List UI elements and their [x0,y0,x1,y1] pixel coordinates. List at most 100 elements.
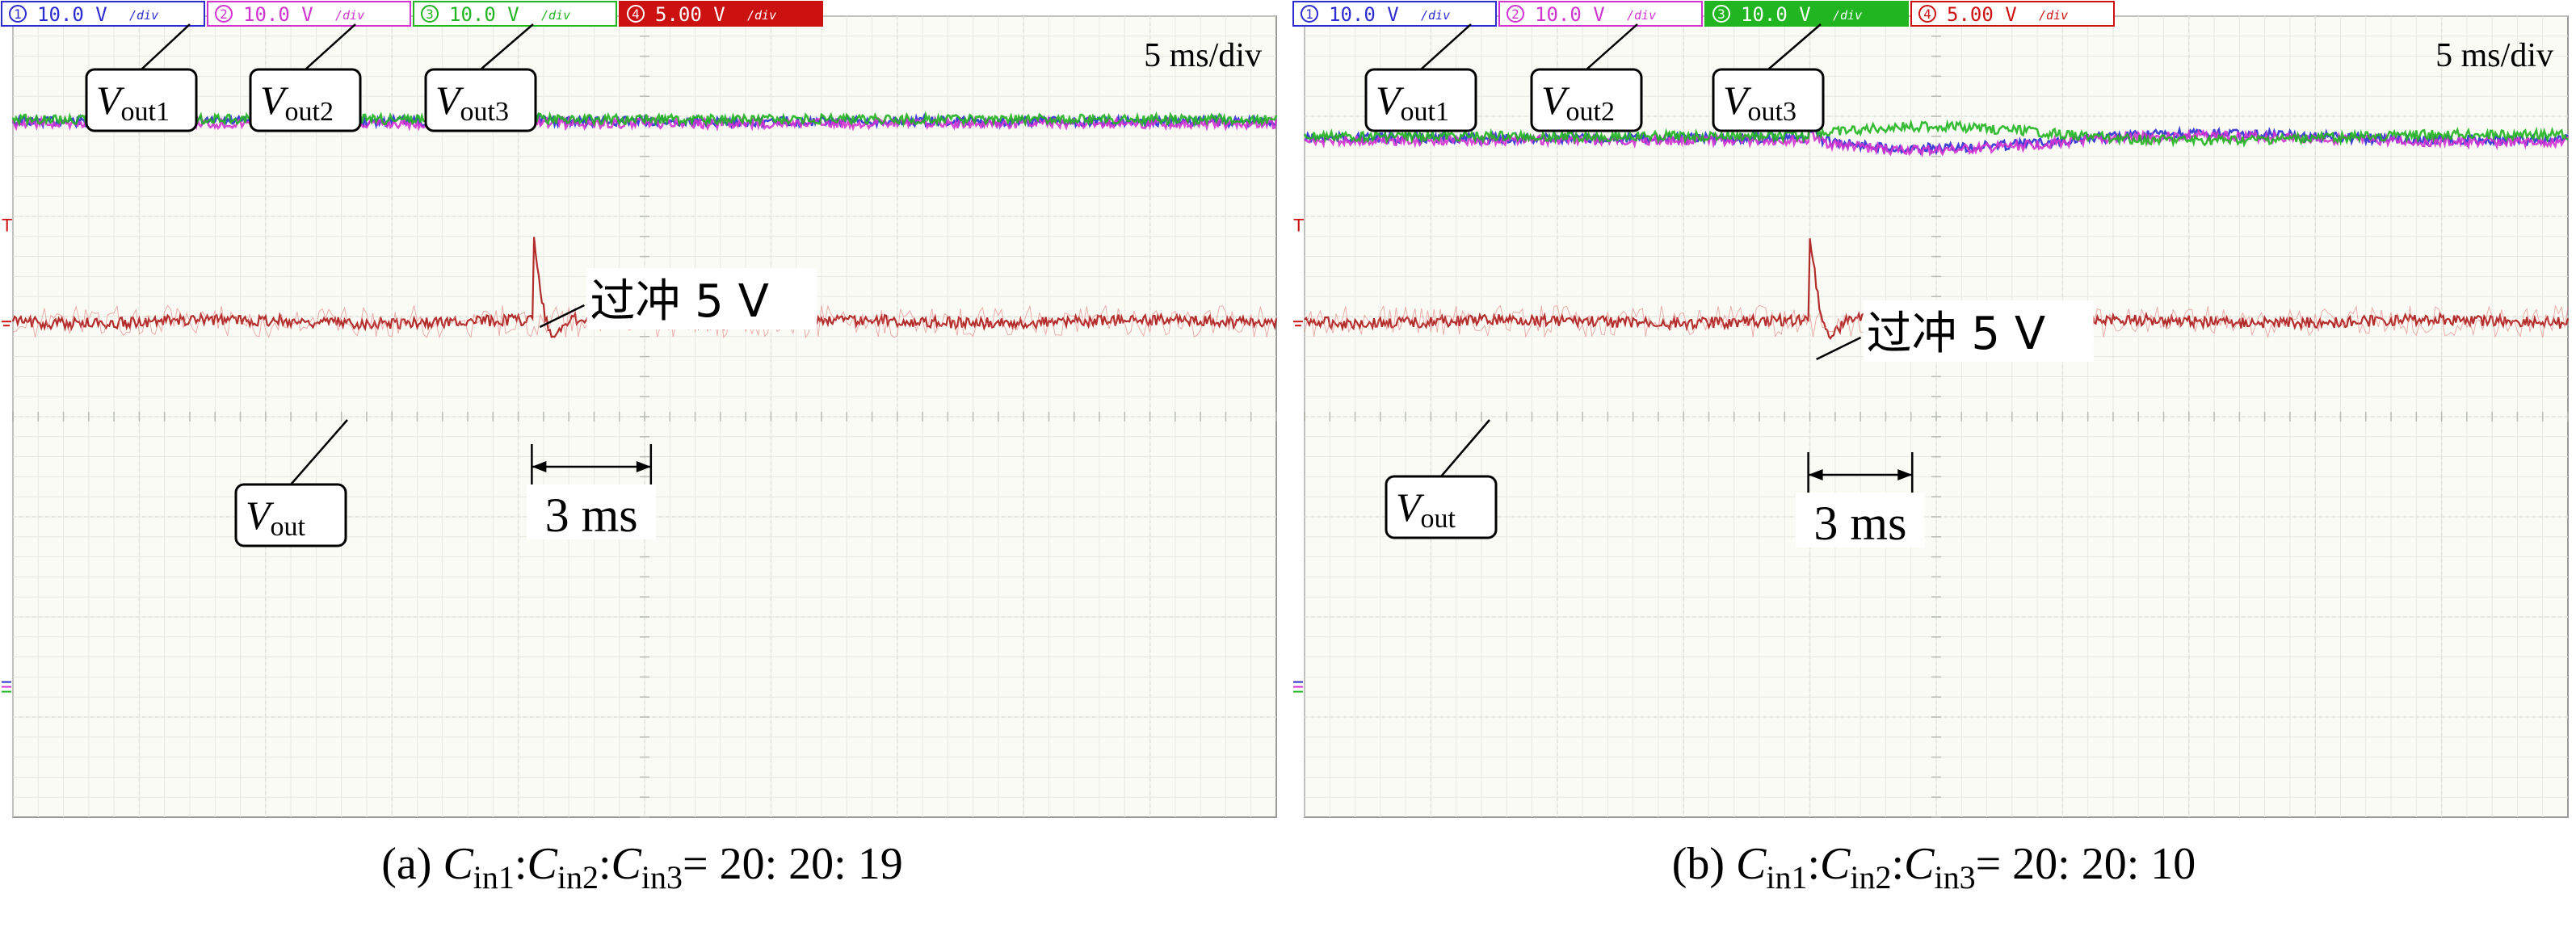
callout-v: V [1376,78,1405,123]
duration-label: 3 ms [545,489,638,542]
callout-leader [1586,23,1638,70]
callout-box [424,68,537,132]
label-vout2: Vout2 [249,23,362,132]
trigger-marker: T [1293,215,1304,235]
channel-unit: /div [1627,8,1656,23]
callout-subscript: out2 [285,97,334,127]
oscilloscope-screen-a: 1 10.0 V/div 2 10.0 V/div 3 10.0 V/div 4 5.00 V… [1,1,1278,818]
callout-subscript: out [271,512,306,542]
callout-leader [1767,23,1822,70]
channel-4-badge: 4 5.00 V/div [619,1,823,27]
callout-leader [305,23,356,70]
callout-subscript: out3 [460,97,509,127]
channel-unit: /div [335,8,364,23]
channel-number: 4 [632,6,640,22]
channel-3-badge: 3 10.0 V/div [413,1,617,27]
caption-b-prefix: (b) [1671,839,1736,889]
channel-badge-box [1704,1,1909,27]
channel-2-badge: 2 10.0 V/div [207,1,411,27]
channel-1-badge: 1 10.0 V/div [1,1,205,27]
callout-leader [141,23,191,70]
duration-label-bg [1795,493,1925,547]
callout-label: Vout3 [435,78,509,127]
caption-a-ratio: = 20: 20: 19 [683,839,903,889]
channel-2-badge: 2 10.0 V/div [1498,1,1703,27]
overshoot-label-bg [1863,300,2094,362]
caption-b: (b) Cin1:Cin2:Cin3= 20: 20: 10 [1671,839,2196,896]
duration-arrow-left [1808,469,1823,480]
label-vout1: Vout1 [1364,23,1477,132]
callout-v: V [435,78,464,123]
channel-number-circle [1507,5,1524,23]
caption-a: (a) Cin1:Cin2:Cin3= 20: 20: 19 [381,839,903,896]
callout-subscript: out1 [1401,97,1449,127]
callout-v: V [1396,484,1425,530]
channel-scale: 10.0 V [449,3,519,26]
callout-box [1385,475,1498,539]
label-vout1: Vout1 [85,23,198,132]
channel-number-circle [1918,5,1936,23]
label-vout: Vout [1385,419,1498,539]
trace-vout3 [11,107,1278,128]
overshoot-label: 过冲 5 V [1867,308,2046,360]
trace-vout2 [11,112,1278,132]
channel-number-circle [1301,5,1318,23]
channel-number: 3 [426,6,434,22]
callout-box [1712,68,1825,132]
channel-badge-box [1910,1,2115,27]
channel-scale: 10.0 V [1741,3,1811,26]
overshoot-label: 过冲 5 V [590,275,769,328]
trace-vout2 [1304,120,2569,158]
callout-label: Vout1 [1376,78,1449,127]
callout-label: Vout [246,493,306,542]
callout-box [1530,68,1643,132]
callout-label: Vout3 [1723,78,1796,127]
callout-v: V [1723,78,1752,123]
label-vout3: Vout3 [424,23,537,132]
callout-label: Vout [1396,484,1456,534]
callout-subscript: out1 [121,97,170,127]
channel-badge-box [1,1,205,27]
callout-box [1364,68,1477,132]
callout-subscript: out2 [1566,97,1615,127]
duration-label: 3 ms [1813,497,1906,550]
duration-arrow-left [532,461,547,472]
overshoot-leader [539,304,585,329]
channel-badge-box [1292,1,1497,27]
channel-scale: 10.0 V [1535,3,1605,26]
channel-number-circle [215,5,233,23]
channel-number-circle [1712,5,1730,23]
callout-v: V [1541,78,1570,123]
channel-unit: /div [747,8,776,23]
panel-a: 1 10.0 V/div 2 10.0 V/div 3 10.0 V/div 4 5.00 V… [0,0,1284,927]
timebase-label: 5 ms/div [2435,37,2553,74]
oscilloscope-screen-b: 1 10.0 V/div 2 10.0 V/div 3 10.0 V/div 4 5.00 V… [1292,1,2570,818]
channel-scale: 5.00 V [1947,3,2017,26]
channel-unit: /div [1833,8,1862,23]
channel-number-circle [627,5,645,23]
grid [12,15,1277,818]
callout-box [234,483,347,547]
callout-leader [1440,419,1490,477]
callout-v: V [260,78,289,123]
channel-number-circle [9,5,27,23]
caption-b-ratio: = 20: 20: 10 [1975,839,2196,889]
callout-label: Vout2 [260,78,334,127]
channel-scale: 10.0 V [243,3,313,26]
callout-leader [290,419,348,485]
callout-label: Vout2 [1541,78,1615,127]
channel-number: 4 [1923,6,1931,22]
channel-number: 1 [14,6,22,22]
channel-number: 1 [1305,6,1313,22]
overshoot-label-bg [586,268,817,329]
label-vout3: Vout3 [1712,23,1825,132]
trigger-marker: T [2,215,12,235]
channel-1-badge: 1 10.0 V/div [1292,1,1497,27]
channel-unit: /div [541,8,570,23]
duration-label-bg [527,484,657,539]
callout-v: V [96,78,125,123]
channel-scale: 10.0 V [37,3,107,26]
channel-badge-box [207,1,411,27]
channel-3-badge: 3 10.0 V/div [1704,1,1909,27]
callout-label: Vout1 [96,78,170,127]
